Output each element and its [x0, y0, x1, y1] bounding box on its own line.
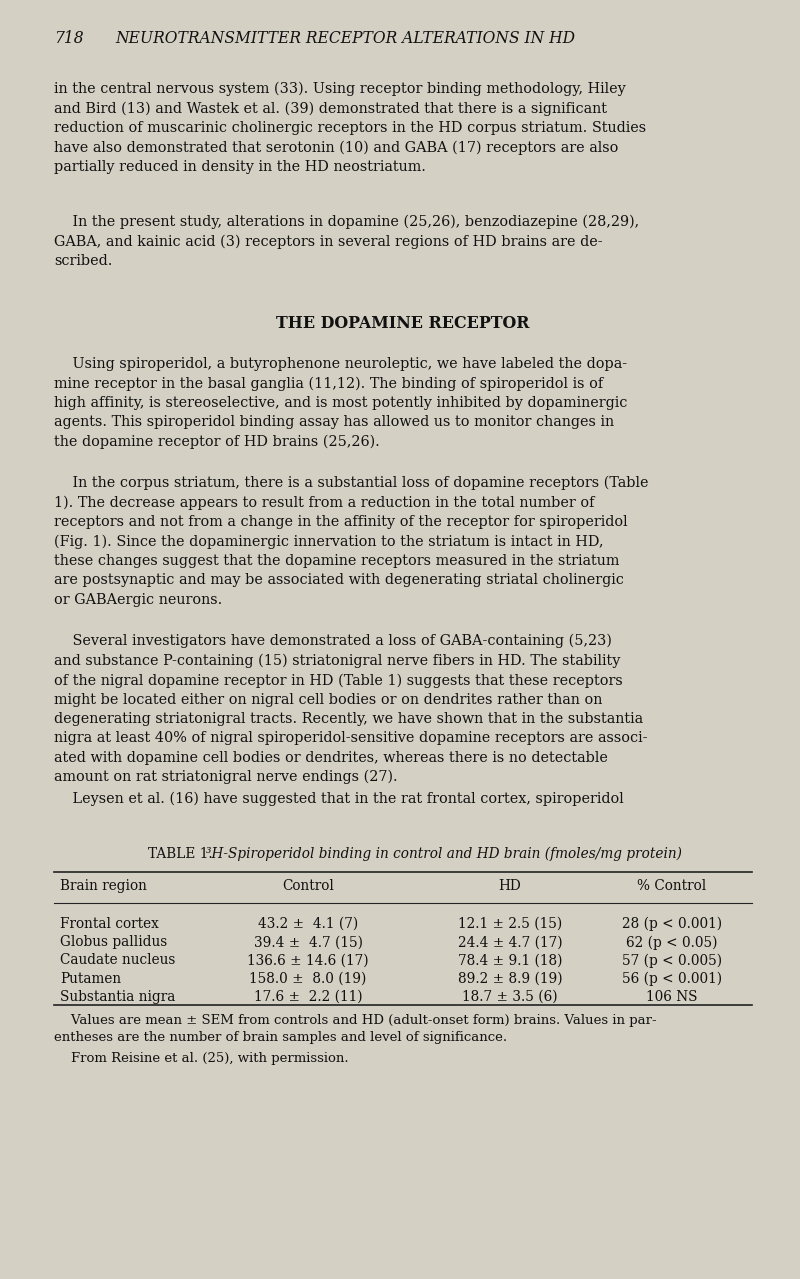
Text: TABLE 1.: TABLE 1.	[148, 847, 217, 861]
Text: HD: HD	[498, 879, 522, 893]
Text: From Reisine et al. (25), with permission.: From Reisine et al. (25), with permissio…	[54, 1053, 349, 1065]
Text: Substantia nigra: Substantia nigra	[60, 990, 175, 1004]
Text: 136.6 ± 14.6 (17): 136.6 ± 14.6 (17)	[247, 953, 369, 967]
Text: 56 (p < 0.001): 56 (p < 0.001)	[622, 972, 722, 986]
Text: Frontal cortex: Frontal cortex	[60, 917, 158, 931]
Text: Caudate nucleus: Caudate nucleus	[60, 953, 175, 967]
Text: 89.2 ± 8.9 (19): 89.2 ± 8.9 (19)	[458, 972, 562, 986]
Text: 12.1 ± 2.5 (15): 12.1 ± 2.5 (15)	[458, 917, 562, 931]
Text: In the corpus striatum, there is a substantial loss of dopamine receptors (Table: In the corpus striatum, there is a subst…	[54, 476, 649, 606]
Text: Values are mean ± SEM from controls and HD (adult-onset form) brains. Values in : Values are mean ± SEM from controls and …	[54, 1014, 657, 1044]
Text: Brain region: Brain region	[60, 879, 147, 893]
Text: Putamen: Putamen	[60, 972, 121, 986]
Text: Globus pallidus: Globus pallidus	[60, 935, 167, 949]
Text: 39.4 ±  4.7 (15): 39.4 ± 4.7 (15)	[254, 935, 362, 949]
Text: 24.4 ± 4.7 (17): 24.4 ± 4.7 (17)	[458, 935, 562, 949]
Text: ³H-Spiroperidol binding in control and HD brain (fmoles/mg protein): ³H-Spiroperidol binding in control and H…	[206, 847, 682, 861]
Text: Leysen et al. (16) have suggested that in the rat frontal cortex, spiroperidol: Leysen et al. (16) have suggested that i…	[54, 792, 624, 806]
Text: % Control: % Control	[638, 879, 706, 893]
Text: 43.2 ±  4.1 (7): 43.2 ± 4.1 (7)	[258, 917, 358, 931]
Text: 106 NS: 106 NS	[646, 990, 698, 1004]
Text: In the present study, alterations in dopamine (25,26), benzodiazepine (28,29),
G: In the present study, alterations in dop…	[54, 215, 639, 269]
Text: 62 (p < 0.05): 62 (p < 0.05)	[626, 935, 718, 949]
Text: in the central nervous system (33). Using receptor binding methodology, Hiley
an: in the central nervous system (33). Usin…	[54, 82, 646, 174]
Text: 17.6 ±  2.2 (11): 17.6 ± 2.2 (11)	[254, 990, 362, 1004]
Text: 18.7 ± 3.5 (6): 18.7 ± 3.5 (6)	[462, 990, 558, 1004]
Text: 28 (p < 0.001): 28 (p < 0.001)	[622, 917, 722, 931]
Text: NEUROTRANSMITTER RECEPTOR ALTERATIONS IN HD: NEUROTRANSMITTER RECEPTOR ALTERATIONS IN…	[115, 29, 575, 47]
Text: 718: 718	[54, 29, 84, 47]
Text: 78.4 ± 9.1 (18): 78.4 ± 9.1 (18)	[458, 953, 562, 967]
Text: THE DOPAMINE RECEPTOR: THE DOPAMINE RECEPTOR	[276, 315, 530, 333]
Text: Using spiroperidol, a butyrophenone neuroleptic, we have labeled the dopa-
mine : Using spiroperidol, a butyrophenone neur…	[54, 357, 627, 449]
Text: 57 (p < 0.005): 57 (p < 0.005)	[622, 953, 722, 968]
Text: Several investigators have demonstrated a loss of GABA-containing (5,23)
and sub: Several investigators have demonstrated …	[54, 634, 647, 784]
Text: Control: Control	[282, 879, 334, 893]
Text: 158.0 ±  8.0 (19): 158.0 ± 8.0 (19)	[250, 972, 366, 986]
